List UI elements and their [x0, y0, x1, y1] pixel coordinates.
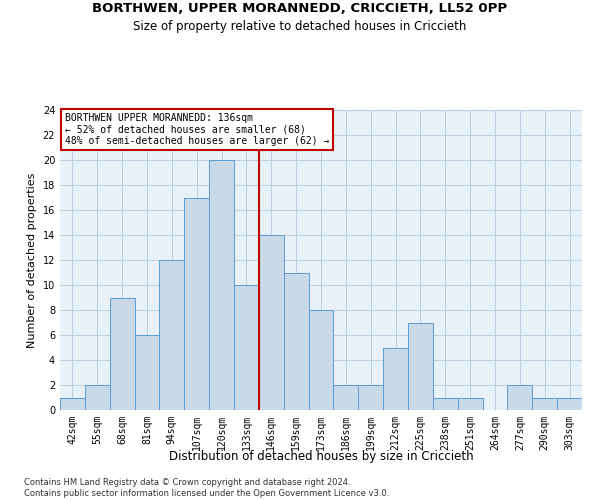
Bar — [458, 398, 482, 410]
Text: Contains HM Land Registry data © Crown copyright and database right 2024.
Contai: Contains HM Land Registry data © Crown c… — [24, 478, 389, 498]
Bar — [110, 298, 134, 410]
Text: BORTHWEN UPPER MORANNEDD: 136sqm
← 52% of detached houses are smaller (68)
48% o: BORTHWEN UPPER MORANNEDD: 136sqm ← 52% o… — [65, 113, 329, 146]
Bar — [234, 285, 259, 410]
Bar — [209, 160, 234, 410]
Bar — [433, 398, 458, 410]
Bar — [508, 385, 532, 410]
Bar — [557, 398, 582, 410]
Bar — [184, 198, 209, 410]
Bar — [532, 398, 557, 410]
Bar — [308, 310, 334, 410]
Bar — [334, 385, 358, 410]
Bar — [408, 322, 433, 410]
Bar — [60, 398, 85, 410]
Bar — [383, 348, 408, 410]
Bar — [284, 272, 308, 410]
Bar — [134, 335, 160, 410]
Text: Distribution of detached houses by size in Criccieth: Distribution of detached houses by size … — [169, 450, 473, 463]
Bar — [160, 260, 184, 410]
Bar — [259, 235, 284, 410]
Bar — [85, 385, 110, 410]
Text: Size of property relative to detached houses in Criccieth: Size of property relative to detached ho… — [133, 20, 467, 33]
Y-axis label: Number of detached properties: Number of detached properties — [27, 172, 37, 348]
Bar — [358, 385, 383, 410]
Text: BORTHWEN, UPPER MORANNEDD, CRICCIETH, LL52 0PP: BORTHWEN, UPPER MORANNEDD, CRICCIETH, LL… — [92, 2, 508, 16]
